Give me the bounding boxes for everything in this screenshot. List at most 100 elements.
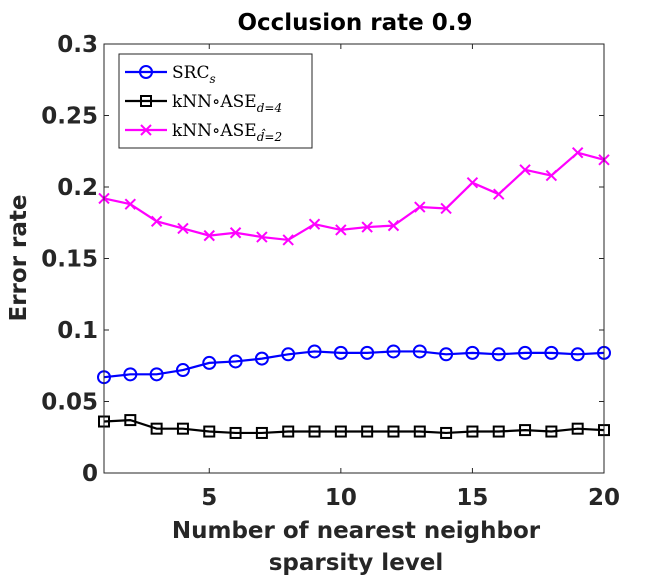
series-3-point-4-stroke-b xyxy=(177,222,189,235)
x-tick-label: 20 xyxy=(588,485,620,511)
series-3-point-19-stroke-b xyxy=(571,146,584,159)
series-3-point-16-stroke-b xyxy=(493,188,505,200)
series-2-point-10 xyxy=(334,425,347,438)
series-3-point-17-stroke-b xyxy=(519,164,531,176)
series-2-point-19 xyxy=(571,422,584,435)
legend-label-3: kNN∘ASEd̂=2 xyxy=(172,121,282,144)
series-2-point-18 xyxy=(545,425,558,438)
series-3-point-6-stroke-b xyxy=(229,227,242,239)
series-3-point-7 xyxy=(256,231,268,243)
y-tick-label: 0.2 xyxy=(57,175,98,201)
x-tick-label: 5 xyxy=(201,485,217,511)
chart-title: Occlusion rate 0.9 xyxy=(237,10,472,36)
series-1-point-13 xyxy=(412,344,427,359)
series-3-point-9-stroke-b xyxy=(308,218,321,230)
y-tick-label: 0 xyxy=(82,461,98,487)
series-2-point-13 xyxy=(413,425,426,438)
series-3-point-12 xyxy=(387,219,400,232)
series-1-point-14 xyxy=(439,347,454,362)
series-3-point-9 xyxy=(308,218,321,230)
series-3-point-5 xyxy=(203,229,215,242)
x-tick-label: 10 xyxy=(325,485,357,511)
series-1-point-3 xyxy=(149,367,164,382)
series-3-point-13 xyxy=(414,201,426,213)
series-3-point-11 xyxy=(361,221,373,233)
series-1-point-15 xyxy=(465,345,480,360)
series-3-point-19 xyxy=(571,146,584,159)
y-tick-label: 0.05 xyxy=(41,390,98,416)
x-axis-label-line-1: Number of nearest neighbor xyxy=(172,518,541,544)
series-3-point-3-stroke-b xyxy=(150,215,163,228)
legend-label-subscript-1: s xyxy=(209,72,215,86)
legend-entry-3: kNN∘ASEd̂=2 xyxy=(125,121,282,144)
series-1-point-4 xyxy=(175,363,190,378)
legend-swatch-marker-2 xyxy=(140,95,152,107)
legend-swatch-marker-3-stroke-b xyxy=(140,124,152,136)
series-2-point-12 xyxy=(387,425,400,438)
series-2-point-5 xyxy=(203,425,216,438)
series-3-point-5-stroke-b xyxy=(203,229,215,242)
series-2-point-7 xyxy=(255,426,268,439)
legend-entry-2: kNN∘ASEd=4 xyxy=(125,92,282,115)
legend-swatch-marker-1 xyxy=(139,65,153,79)
series-2-point-2 xyxy=(124,414,137,427)
series-3-point-15-stroke-b xyxy=(466,177,479,189)
series-3-point-4 xyxy=(177,222,189,235)
legend-label-1: SRCs xyxy=(172,63,216,86)
series-1-point-6 xyxy=(228,354,243,369)
legend-entries: SRCs kNN∘ASEd=4 kNN∘ASEd̂=2 xyxy=(125,63,282,144)
series-3-point-18 xyxy=(545,169,558,182)
series-3-point-15 xyxy=(466,177,479,189)
series-3-point-3 xyxy=(150,215,163,228)
tick-layer: 5 10 15 20 0 0.05 0.1 0.15 0.2 0.25 0.3 xyxy=(41,32,620,511)
series-1-point-2 xyxy=(123,367,138,382)
series-2-point-8 xyxy=(282,425,295,438)
series-3-point-16 xyxy=(493,188,505,200)
y-tick-label: 0.15 xyxy=(41,247,98,273)
x-axis-label-line-2: sparsity level xyxy=(269,550,444,576)
series-3-point-14-stroke-b xyxy=(440,202,452,215)
series-1-point-12 xyxy=(386,344,401,359)
series-1-point-8 xyxy=(281,347,296,362)
series-3-point-12-stroke-b xyxy=(387,219,400,232)
series-3-point-2 xyxy=(124,198,137,210)
series-3-point-18-stroke-b xyxy=(545,169,558,182)
legend-swatch-marker-3 xyxy=(140,124,152,136)
series-2-point-3 xyxy=(150,422,163,435)
series-2-point-6 xyxy=(229,426,242,439)
series-2 xyxy=(98,414,610,439)
series-3-point-17 xyxy=(519,164,531,176)
series-3-point-2-stroke-b xyxy=(124,198,137,210)
series-1-point-5 xyxy=(202,355,217,370)
series-2-point-4 xyxy=(176,422,189,435)
series-3 xyxy=(98,146,610,246)
series-3-point-8 xyxy=(282,234,294,246)
series-1-line xyxy=(103,350,605,379)
y-axis-label: Error rate xyxy=(6,194,32,321)
series-1-point-10 xyxy=(333,345,348,360)
legend-label-2: kNN∘ASEd=4 xyxy=(172,92,282,115)
series-3-point-8-stroke-b xyxy=(282,234,294,246)
series-2-point-15 xyxy=(466,425,479,438)
series-2-point-14 xyxy=(440,426,453,439)
series-3-point-11-stroke-b xyxy=(361,221,373,233)
series-1-point-16 xyxy=(491,347,506,362)
series-3-point-6 xyxy=(229,227,242,239)
series-1-point-17 xyxy=(518,345,533,360)
series-2-point-16 xyxy=(492,425,505,438)
series-1-point-18 xyxy=(544,345,559,360)
y-tick-label: 0.25 xyxy=(41,104,98,130)
legend-entry-1: SRCs xyxy=(125,63,216,86)
series-1-point-9 xyxy=(307,344,322,359)
series-3-point-14 xyxy=(440,202,452,215)
series-layer xyxy=(97,146,611,439)
series-3-point-13-stroke-b xyxy=(414,201,426,213)
x-tick-label: 15 xyxy=(456,485,488,511)
legend: SRCs kNN∘ASEd=4 kNN∘ASEd̂=2 xyxy=(118,53,313,149)
series-2-point-11 xyxy=(361,425,374,438)
series-1-point-11 xyxy=(360,345,375,360)
series-3-point-10 xyxy=(335,224,347,236)
series-3-point-7-stroke-b xyxy=(256,231,268,243)
legend-label-subscript-3: d̂=2 xyxy=(257,127,282,144)
